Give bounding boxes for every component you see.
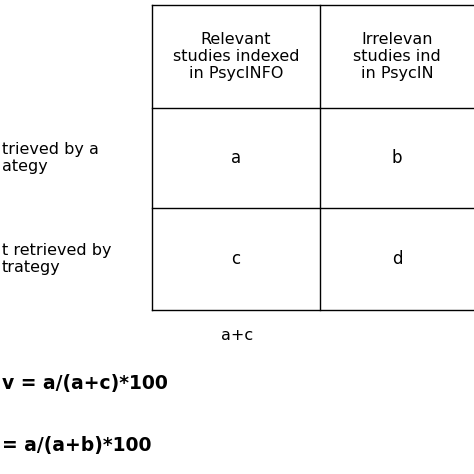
Text: d: d — [392, 250, 402, 268]
Text: a: a — [231, 149, 241, 167]
Text: Relevant
studies indexed
in PsycINFO: Relevant studies indexed in PsycINFO — [173, 32, 299, 82]
Text: a+c: a+c — [221, 328, 253, 343]
Text: Irrelevan
studies ind
in PsycIN: Irrelevan studies ind in PsycIN — [353, 32, 441, 82]
Text: trieved by a
ategy: trieved by a ategy — [2, 142, 99, 174]
Text: = a/(a+b)*100: = a/(a+b)*100 — [2, 436, 152, 455]
Text: b: b — [392, 149, 402, 167]
Text: c: c — [231, 250, 241, 268]
Text: t retrieved by
trategy: t retrieved by trategy — [2, 243, 111, 275]
Text: v = a/(a+c)*100: v = a/(a+c)*100 — [2, 374, 168, 392]
